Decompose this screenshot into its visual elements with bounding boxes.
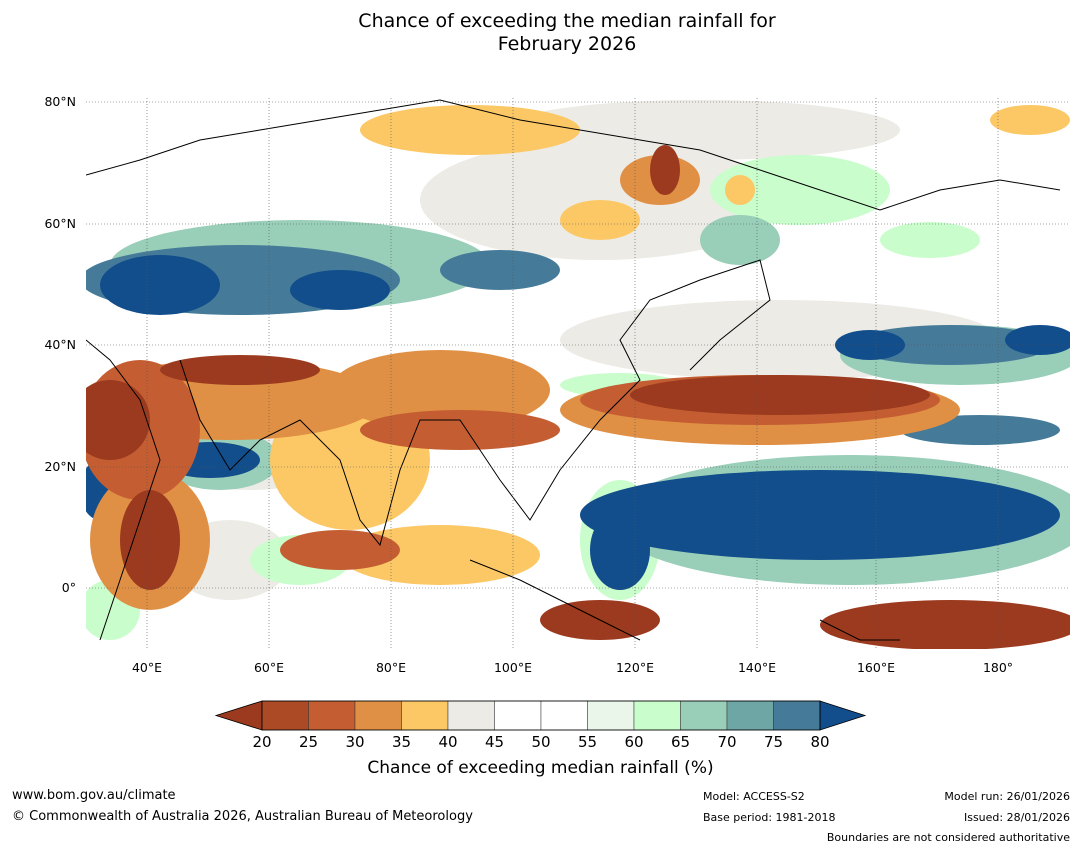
base-period-text: Base period: 1981-2018 bbox=[703, 811, 836, 824]
lat-label-40n: 40°N bbox=[44, 337, 76, 352]
colorbar-segment bbox=[540, 700, 588, 731]
colorbar-tick-label: 30 bbox=[345, 733, 365, 751]
colorbar-tick-label: 25 bbox=[298, 733, 319, 751]
colorbar-title: Chance of exceeding median rainfall (%) bbox=[367, 758, 714, 778]
website-link[interactable]: www.bom.gov.au/climate bbox=[12, 788, 176, 803]
coastlines bbox=[86, 99, 1061, 641]
colorbar-segment bbox=[447, 700, 495, 731]
colorbar-segment bbox=[401, 700, 449, 731]
boundaries-note: Boundaries are not considered authoritat… bbox=[826, 831, 1070, 844]
title-line-1: Chance of exceeding the median rainfall … bbox=[358, 10, 776, 32]
colorbar-segment bbox=[680, 700, 728, 731]
colorbar-segment bbox=[587, 700, 635, 731]
colorbar-segment bbox=[773, 700, 821, 731]
copyright-text: © Commonwealth of Australia 2026, Austra… bbox=[12, 809, 473, 824]
colorbar-tick-label: 75 bbox=[763, 733, 784, 751]
lon-label-80e: 80°E bbox=[375, 660, 407, 675]
colorbar-segment bbox=[308, 700, 356, 731]
rainfall-map bbox=[86, 98, 1070, 649]
graticule bbox=[86, 98, 1070, 649]
model-run-text: Model run: 26/01/2026 bbox=[944, 790, 1070, 803]
lon-label-180: 180° bbox=[982, 660, 1014, 675]
colorbar-tick-label: 60 bbox=[624, 733, 644, 751]
colorbar-tick-label: 50 bbox=[531, 733, 551, 751]
colorbar-segment bbox=[354, 700, 402, 731]
model-text: Model: ACCESS-S2 bbox=[703, 790, 805, 803]
chart-title: Chance of exceeding the median rainfall … bbox=[0, 10, 1081, 56]
lon-label-100e: 100°E bbox=[493, 660, 532, 675]
lat-label-80n: 80°N bbox=[44, 94, 76, 109]
lon-label-120e: 120°E bbox=[615, 660, 654, 675]
colorbar bbox=[214, 700, 867, 731]
lon-label-40e: 40°E bbox=[131, 660, 163, 675]
lat-label-20n: 20°N bbox=[44, 459, 76, 474]
colorbar-tick-label: 20 bbox=[252, 733, 272, 751]
colorbar-segment bbox=[726, 700, 774, 731]
colorbar-tick-label: 45 bbox=[484, 733, 505, 751]
colorbar-tick-label: 65 bbox=[670, 733, 691, 751]
issued-text: Issued: 28/01/2026 bbox=[963, 811, 1070, 824]
title-line-2: February 2026 bbox=[497, 33, 637, 55]
colorbar-tick-label: 55 bbox=[577, 733, 598, 751]
dry-extreme-regions bbox=[86, 145, 1070, 649]
colorbar-tick-label: 40 bbox=[438, 733, 458, 751]
colorbar-segment bbox=[261, 700, 309, 731]
lon-label-140e: 140°E bbox=[737, 660, 776, 675]
colorbar-tick-label: 80 bbox=[810, 733, 830, 751]
colorbar-segment bbox=[494, 700, 542, 731]
colorbar-extend-high bbox=[819, 700, 867, 731]
lat-label-0: 0° bbox=[61, 580, 76, 595]
colorbar-tick-label: 70 bbox=[717, 733, 737, 751]
colorbar-frame bbox=[261, 700, 821, 731]
colorbar-tick-label: 35 bbox=[391, 733, 412, 751]
lat-label-60n: 60°N bbox=[44, 216, 76, 231]
lon-label-160e: 160°E bbox=[856, 660, 895, 675]
colorbar-segment bbox=[633, 700, 681, 731]
colorbar-extend-low bbox=[214, 700, 263, 731]
lon-label-60e: 60°E bbox=[253, 660, 285, 675]
